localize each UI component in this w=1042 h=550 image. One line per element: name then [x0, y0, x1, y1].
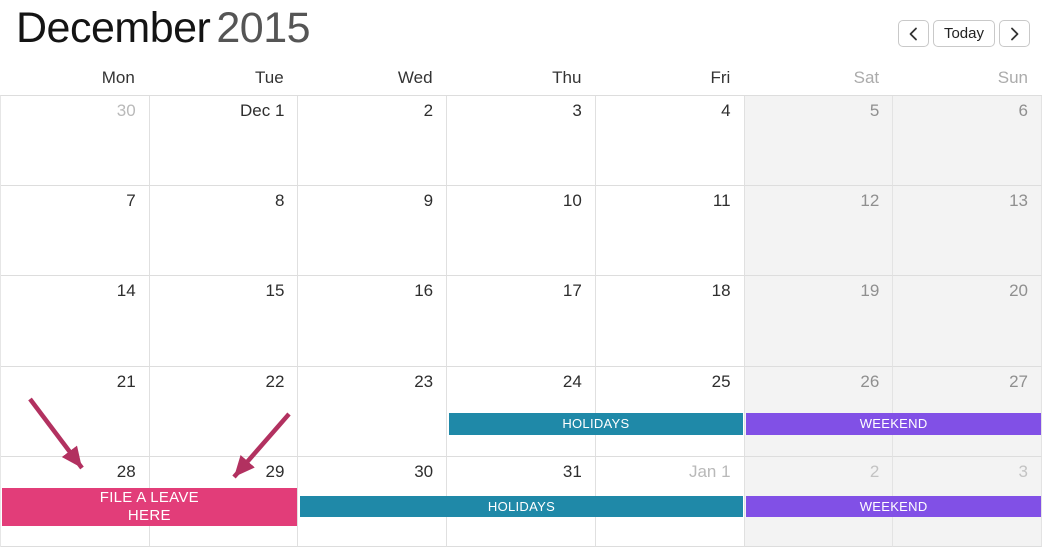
day-number: 10: [562, 191, 582, 211]
calendar-titlebar: December 2015 Today: [0, 0, 1042, 60]
event-label: HOLIDAYS: [562, 416, 630, 432]
dow-sat: Sat: [853, 68, 880, 87]
day-cell-30[interactable]: 30: [1, 96, 150, 187]
day-number: 20: [1009, 281, 1028, 301]
dow-wed: Wed: [397, 68, 433, 87]
day-cell-11[interactable]: 11: [595, 186, 745, 277]
day-cell-dec-1[interactable]: Dec 1: [149, 96, 299, 187]
day-number: 3: [1018, 461, 1028, 481]
day-number: 31: [562, 461, 582, 481]
day-number: 2: [423, 101, 434, 120]
day-number: 26: [860, 371, 880, 391]
day-cell-15[interactable]: 15: [149, 276, 299, 367]
calendar-nav: Today: [897, 20, 1030, 47]
day-cell-19[interactable]: 19: [744, 276, 894, 367]
day-number: 16: [414, 281, 434, 301]
day-cell-7[interactable]: 7: [1, 186, 150, 277]
page-title: December 2015: [16, 4, 311, 53]
day-cell-2[interactable]: 2: [298, 96, 448, 187]
day-number: 25: [711, 371, 731, 391]
day-number: 28: [116, 461, 136, 481]
day-number: 30: [116, 101, 136, 120]
day-number: 11: [712, 191, 731, 211]
day-cell-16[interactable]: 16: [298, 276, 448, 367]
day-number: 7: [126, 191, 136, 211]
day-cell-20[interactable]: 20: [893, 276, 1042, 367]
day-cell-27[interactable]: 27: [893, 366, 1042, 457]
day-cell-9[interactable]: 9: [298, 186, 448, 277]
event-label: WEEKEND: [859, 416, 928, 432]
day-number: 4: [721, 101, 731, 120]
day-cell-5[interactable]: 5: [744, 96, 894, 187]
day-number: Dec 1: [240, 101, 285, 120]
day-number: 12: [860, 191, 880, 211]
day-number: 29: [265, 461, 285, 481]
today-button[interactable]: Today: [932, 20, 995, 47]
day-cell-25[interactable]: 25: [595, 366, 745, 457]
day-number: 3: [572, 101, 582, 120]
day-number: 2: [869, 461, 880, 481]
day-number: 18: [711, 281, 731, 301]
day-cell-13[interactable]: 13: [893, 186, 1042, 277]
title-year: 2015: [216, 4, 311, 52]
title-month: December: [16, 4, 211, 52]
dow-sun: Sun: [997, 68, 1028, 87]
day-number: 30: [414, 461, 434, 481]
dow-fri: Fri: [710, 68, 731, 87]
day-cell-8[interactable]: 8: [149, 186, 299, 277]
event-label: HOLIDAYS: [487, 498, 556, 514]
day-cell-26[interactable]: 26: [744, 366, 894, 457]
day-number: 9: [423, 191, 434, 211]
day-cell-12[interactable]: 12: [744, 186, 894, 277]
day-cell-23[interactable]: 23: [298, 366, 448, 457]
day-number: 22: [265, 371, 285, 391]
day-number: 6: [1018, 101, 1028, 120]
next-month-button[interactable]: [999, 20, 1030, 47]
day-cell-17[interactable]: 17: [447, 276, 596, 367]
day-number: 19: [860, 281, 880, 301]
chevron-right-icon: [1010, 27, 1018, 40]
day-number: 23: [414, 371, 434, 391]
day-cell-24[interactable]: 24: [447, 366, 596, 457]
day-cell-21[interactable]: 21: [1, 366, 150, 457]
event-holidays-dec-30-jan-1[interactable]: HOLIDAYS: [299, 495, 744, 517]
day-number: 5: [869, 101, 880, 120]
calendar-grid: 30 Dec 1 2 3 4 5 6 7 8 9 10 11 12 13 14 15 16 17 18 19 20 21 2…: [0, 95, 1042, 547]
day-number: 27: [1009, 371, 1028, 391]
dow-mon: Mon: [101, 68, 135, 87]
day-number: 13: [1009, 191, 1028, 211]
dow-tue: Tue: [255, 68, 284, 87]
event-file-a-leave-dec-28-29[interactable]: FILE A LEAVE HERE: [2, 487, 297, 526]
day-number: 8: [274, 191, 285, 211]
day-number: 15: [265, 281, 285, 301]
day-cell-3[interactable]: 3: [447, 96, 596, 187]
day-number: 24: [562, 371, 582, 391]
day-number: 14: [116, 281, 136, 301]
event-label: FILE A LEAVE: [99, 489, 199, 507]
event-holidays-dec-24-25[interactable]: HOLIDAYS: [448, 412, 744, 435]
event-weekend-jan-2-3[interactable]: WEEKEND: [746, 495, 1041, 517]
day-of-week-header: Mon Tue Wed Thu Fri Sat Sun: [0, 60, 1042, 95]
day-number: 21: [116, 371, 136, 391]
day-cell-22[interactable]: 22: [149, 366, 299, 457]
day-number: 17: [562, 281, 582, 301]
chevron-left-icon: [910, 27, 918, 40]
day-cell-10[interactable]: 10: [447, 186, 596, 277]
event-label: WEEKEND: [859, 498, 928, 514]
day-number: Jan 1: [688, 461, 731, 481]
day-cell-4[interactable]: 4: [595, 96, 745, 187]
day-cell-6[interactable]: 6: [893, 96, 1042, 187]
day-cell-18[interactable]: 18: [595, 276, 745, 367]
day-cell-14[interactable]: 14: [1, 276, 150, 367]
dow-thu: Thu: [552, 68, 582, 87]
event-weekend-dec-26-27[interactable]: WEEKEND: [746, 412, 1041, 435]
prev-month-button[interactable]: [897, 20, 929, 47]
event-label: HERE: [127, 507, 171, 525]
